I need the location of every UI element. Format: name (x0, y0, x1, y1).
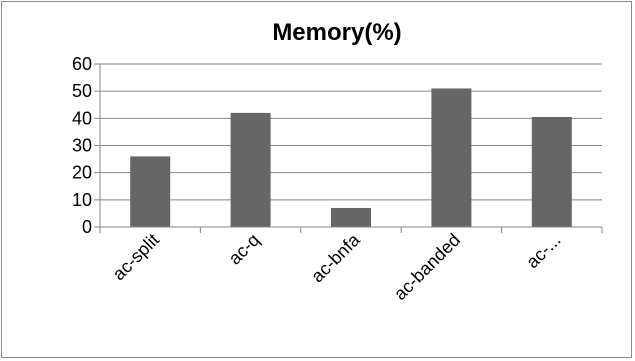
x-tick-label: ac-banded (390, 230, 464, 304)
bar (130, 156, 171, 227)
y-tick-label: 60 (72, 54, 92, 74)
y-axis: 0 10 20 30 40 50 60 (72, 54, 101, 237)
bars (130, 88, 572, 227)
y-tick-label: 0 (82, 217, 92, 237)
bar (331, 207, 371, 227)
y-tick-label: 20 (72, 163, 92, 183)
bar (230, 112, 271, 227)
bar (431, 88, 472, 227)
x-tick-label: ac-q (225, 230, 264, 269)
x-tick-label: ac-bnfa (307, 229, 364, 286)
bar (531, 116, 572, 227)
y-tick-label: 50 (72, 81, 92, 101)
gridlines (100, 63, 602, 201)
y-tick-label: 40 (72, 108, 92, 128)
y-tick-label: 30 (72, 136, 92, 156)
y-tick-label: 10 (72, 190, 92, 210)
x-tick-label: ac-split (109, 230, 163, 284)
x-axis: ac-split ac-q ac-bnfa ac-banded ac-... (99, 226, 603, 304)
chart-title: Memory(%) (272, 19, 401, 46)
x-tick-label: ac-... (522, 230, 564, 272)
